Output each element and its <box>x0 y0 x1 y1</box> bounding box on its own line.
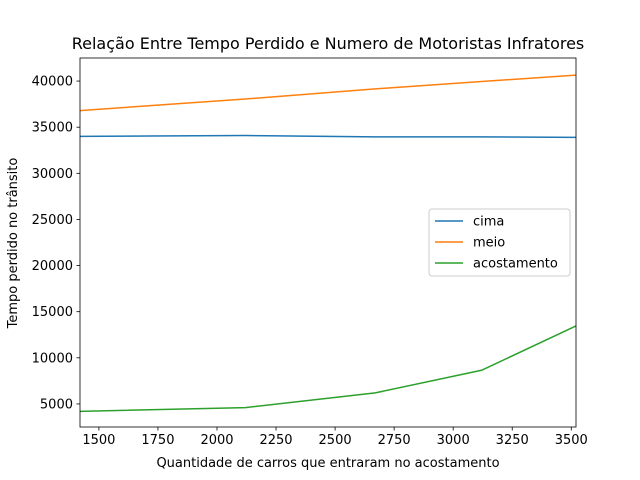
legend-label-acostamento: acostamento <box>473 257 558 272</box>
series-line-acostamento <box>79 325 577 413</box>
x-tick-label: 3250 <box>496 433 529 448</box>
y-tick-label: 20000 <box>32 259 73 274</box>
x-tick-label: 2750 <box>378 433 411 448</box>
x-axis-title: Quantidade de carros que entraram no aco… <box>156 456 499 471</box>
y-tick-label: 10000 <box>32 351 73 366</box>
y-tick-label: 40000 <box>32 75 73 90</box>
y-tick-label: 15000 <box>32 305 73 320</box>
x-axis: 1500 1750 2000 2250 2500 2750 3000 3250 3500 <box>82 427 588 448</box>
legend: cima meio acostamento <box>428 208 571 277</box>
y-tick-label: 5000 <box>40 397 73 412</box>
x-tick-label: 2000 <box>200 433 233 448</box>
x-tick-label: 1500 <box>82 433 115 448</box>
y-tick-label: 25000 <box>32 213 73 228</box>
x-tick-label: 3500 <box>555 433 588 448</box>
legend-label-cima: cima <box>473 215 504 230</box>
chart-title: Relação Entre Tempo Perdido e Numero de … <box>72 34 585 53</box>
legend-label-meio: meio <box>473 236 505 251</box>
series-line-cima <box>79 134 577 139</box>
x-tick-label: 3000 <box>437 433 470 448</box>
x-tick-label: 1750 <box>141 433 174 448</box>
series-line-meio <box>79 74 577 112</box>
y-axis: 5000 10000 15000 20000 25000 30000 35000 40000 <box>32 75 80 412</box>
y-tick-label: 35000 <box>32 121 73 136</box>
y-axis-title: Tempo perdido no trânsito <box>6 158 21 330</box>
x-tick-label: 2500 <box>319 433 352 448</box>
legend-box <box>428 208 571 277</box>
plot-frame <box>79 57 577 428</box>
y-tick-label: 30000 <box>32 167 73 182</box>
x-tick-label: 2250 <box>259 433 292 448</box>
